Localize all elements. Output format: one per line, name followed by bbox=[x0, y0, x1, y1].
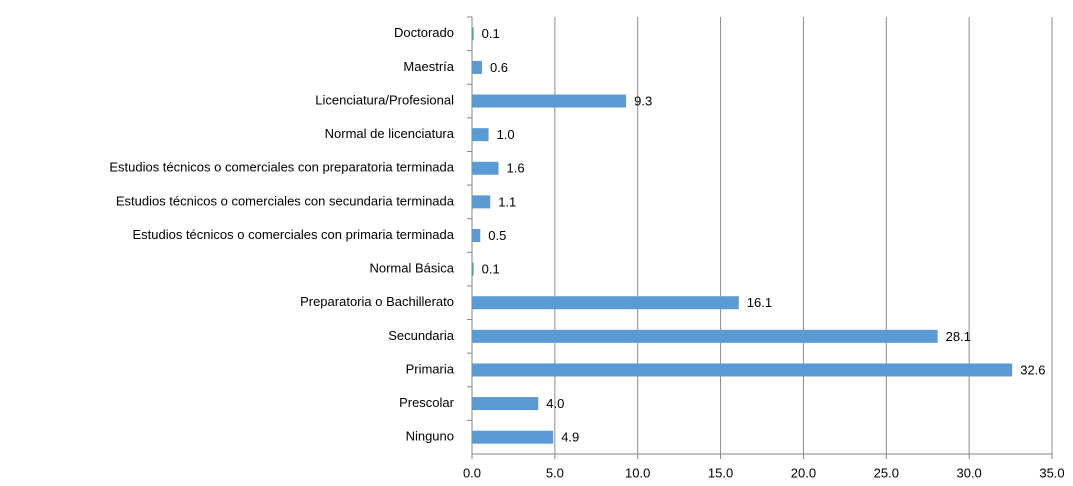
bar bbox=[472, 94, 627, 108]
data-label: 0.1 bbox=[482, 26, 500, 41]
data-label: 1.6 bbox=[507, 161, 525, 176]
y-tick-label: Doctorado bbox=[394, 25, 454, 40]
bar bbox=[472, 161, 499, 175]
x-tick-label: 35.0 bbox=[1039, 465, 1064, 480]
bar bbox=[472, 430, 554, 444]
data-label: 1.1 bbox=[498, 194, 516, 209]
data-label: 32.6 bbox=[1020, 362, 1045, 377]
data-label: 28.1 bbox=[946, 329, 971, 344]
x-tick-label: 25.0 bbox=[874, 465, 899, 480]
data-label: 1.0 bbox=[497, 127, 515, 142]
x-tick-label: 15.0 bbox=[708, 465, 733, 480]
y-tick-label: Prescolar bbox=[399, 395, 455, 410]
y-tick-label: Primaria bbox=[406, 361, 455, 376]
y-tick-label: Licenciatura/Profesional bbox=[315, 92, 454, 107]
y-tick-label: Normal Básica bbox=[369, 261, 454, 276]
bar bbox=[472, 128, 489, 142]
x-tick-label: 20.0 bbox=[791, 465, 816, 480]
y-tick-label: Secundaria bbox=[388, 328, 455, 343]
y-tick-label: Maestría bbox=[403, 59, 454, 74]
bar bbox=[472, 229, 481, 242]
y-tick-label: Normal de licenciatura bbox=[325, 126, 455, 141]
x-tick-label: 30.0 bbox=[956, 465, 981, 480]
y-tick-label: Preparatoria o Bachillerato bbox=[300, 294, 454, 309]
y-tick-label: Estudios técnicos o comerciales con prim… bbox=[132, 227, 454, 242]
data-label: 4.9 bbox=[561, 430, 579, 445]
y-tick-label: Ninguno bbox=[406, 429, 454, 444]
data-label: 0.1 bbox=[482, 262, 500, 277]
x-tick-label: 5.0 bbox=[546, 465, 564, 480]
y-tick-label: Estudios técnicos o comerciales con secu… bbox=[116, 193, 455, 208]
bar bbox=[472, 60, 482, 74]
bar bbox=[472, 195, 491, 209]
x-tick-label: 10.0 bbox=[625, 465, 650, 480]
x-tick-label: 0.0 bbox=[463, 465, 481, 480]
data-label: 0.6 bbox=[490, 60, 508, 75]
bar bbox=[472, 397, 539, 411]
y-tick-label: Estudios técnicos o comerciales con prep… bbox=[109, 160, 454, 175]
bar bbox=[472, 296, 739, 310]
data-label: 4.0 bbox=[546, 396, 564, 411]
data-label: 0.5 bbox=[488, 228, 506, 243]
bar bbox=[472, 329, 938, 343]
data-label: 16.1 bbox=[747, 295, 772, 310]
data-label: 9.3 bbox=[634, 93, 652, 108]
bar bbox=[472, 262, 474, 276]
bar bbox=[472, 27, 474, 41]
bar bbox=[472, 363, 1013, 377]
